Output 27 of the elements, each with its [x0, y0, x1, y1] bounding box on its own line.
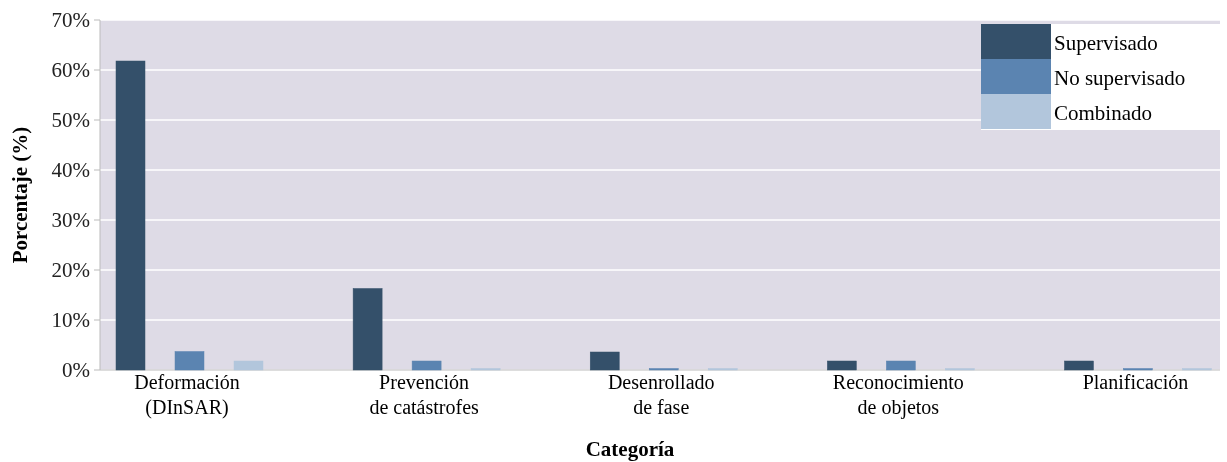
bar — [352, 288, 383, 371]
bar — [827, 360, 857, 371]
y-tick-label: 0% — [62, 358, 90, 382]
bar — [174, 351, 205, 371]
y-tick-label: 70% — [51, 8, 90, 32]
bar — [115, 60, 146, 371]
legend-label: No supervisado — [1054, 66, 1186, 90]
y-tick-label: 60% — [51, 58, 90, 82]
x-tick-label: Reconocimiento de objetos — [832, 371, 964, 419]
y-tick-label: 40% — [51, 158, 90, 182]
legend-label: Combinado — [1054, 101, 1152, 125]
x-tick-label: Planificación — [1082, 371, 1189, 393]
y-tick-label: 30% — [51, 208, 90, 232]
x-tick-label: Deformación (DInSAR) — [134, 371, 240, 419]
bar — [233, 360, 264, 371]
legend-label: Supervisado — [1054, 31, 1158, 55]
x-axis-title: Categoría — [585, 437, 675, 461]
y-tick-label: 50% — [51, 108, 90, 132]
bar — [411, 360, 442, 371]
bar — [1064, 360, 1094, 371]
y-tick-label: 10% — [51, 308, 90, 332]
y-axis-title: Porcentaje (%) — [8, 126, 32, 264]
y-tick-label: 20% — [51, 258, 90, 282]
x-tick-label: Desenrollado de fase — [607, 371, 715, 418]
bar — [886, 360, 916, 371]
bar — [589, 351, 620, 371]
x-tick-label: Prevención de catástrofes — [369, 371, 480, 418]
